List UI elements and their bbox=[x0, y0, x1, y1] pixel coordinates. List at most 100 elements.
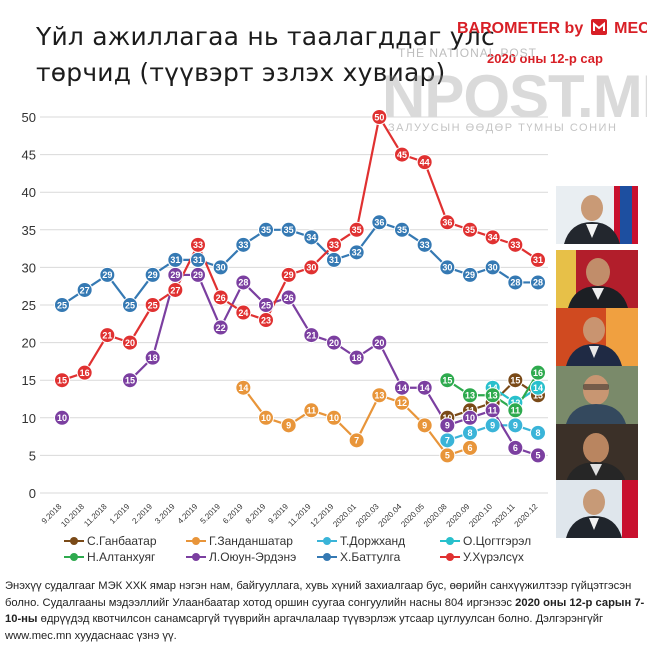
data-point bbox=[99, 266, 116, 283]
data-point bbox=[122, 372, 138, 389]
x-tick-label: 2020.12 bbox=[513, 502, 540, 529]
x-tick-label: 2020.03 bbox=[354, 502, 381, 529]
data-label: 29 bbox=[170, 270, 180, 280]
data-point bbox=[507, 372, 524, 389]
data-point bbox=[416, 236, 433, 253]
data-point bbox=[144, 297, 161, 313]
data-point bbox=[303, 259, 320, 276]
legend-label: Т.Доржханд bbox=[340, 534, 406, 548]
data-label: 21 bbox=[102, 330, 112, 340]
data-point bbox=[326, 409, 342, 426]
x-tick-label: 2.2019 bbox=[130, 502, 154, 526]
data-label: 9 bbox=[513, 421, 518, 431]
data-label: 15 bbox=[125, 376, 135, 386]
data-label: 9 bbox=[422, 421, 427, 431]
data-point bbox=[530, 251, 546, 268]
data-label: 14 bbox=[420, 383, 430, 393]
data-label: 18 bbox=[148, 353, 158, 363]
data-point bbox=[416, 154, 433, 171]
data-label: 8 bbox=[535, 428, 540, 438]
data-label: 22 bbox=[216, 323, 226, 333]
legend-label: Х.Баттулга bbox=[340, 550, 401, 564]
y-tick-label: 45 bbox=[22, 148, 36, 163]
data-label: 14 bbox=[533, 383, 543, 393]
data-label: 35 bbox=[352, 225, 362, 235]
x-tick-label: 8.2019 bbox=[244, 502, 268, 526]
data-point bbox=[416, 379, 433, 396]
data-label: 35 bbox=[284, 225, 294, 235]
data-label: 15 bbox=[57, 376, 67, 386]
data-label: 35 bbox=[465, 225, 475, 235]
data-label: 10 bbox=[329, 413, 339, 423]
y-tick-label: 35 bbox=[22, 223, 36, 238]
series-line bbox=[129, 273, 539, 457]
data-label: 33 bbox=[329, 240, 339, 250]
x-tick-label: 11.2019 bbox=[286, 502, 313, 529]
data-point bbox=[54, 409, 70, 426]
politician-photo-4 bbox=[556, 366, 638, 424]
data-point bbox=[507, 274, 524, 291]
data-label: 44 bbox=[420, 157, 430, 167]
legend-label: Г.Занданшатар bbox=[209, 534, 293, 548]
data-point bbox=[212, 319, 229, 336]
data-label: 15 bbox=[510, 376, 520, 386]
data-point bbox=[348, 244, 365, 261]
x-tick-label: 12.2019 bbox=[309, 502, 336, 529]
data-point bbox=[394, 146, 410, 163]
data-label: 20 bbox=[374, 338, 384, 348]
data-label: 36 bbox=[374, 218, 384, 228]
data-label: 30 bbox=[306, 263, 316, 273]
chart-title-line2: төрчид (түүвэрт эзлэх хувиар) bbox=[36, 58, 446, 87]
x-tick-label: 2020.11 bbox=[490, 502, 517, 529]
data-point bbox=[303, 327, 320, 344]
data-label: 10 bbox=[57, 413, 67, 423]
legend-item: О.Цогтгэрэл bbox=[440, 534, 531, 548]
watermark-top: THE NATIONAL POST bbox=[398, 46, 538, 60]
footer-text-2: өдрүүдэд квотчилсон санамсаргүй түүврийн… bbox=[5, 613, 604, 642]
y-tick-label: 25 bbox=[22, 298, 36, 313]
data-point bbox=[258, 409, 274, 426]
x-tick-label: 2020.09 bbox=[445, 502, 472, 529]
data-point bbox=[235, 304, 252, 321]
series-line bbox=[61, 115, 539, 382]
data-point bbox=[167, 251, 184, 268]
data-label: 13 bbox=[374, 391, 384, 401]
data-point bbox=[462, 266, 478, 283]
footer-note: Энэхүү судалгааг МЭК ХХК ямар нэгэн нам,… bbox=[5, 578, 645, 644]
data-label: 11 bbox=[511, 406, 521, 416]
legend-item: Л.Оюун-Эрдэнэ bbox=[186, 550, 296, 564]
data-point bbox=[190, 236, 206, 253]
legend-item: У.Хүрэлсүх bbox=[440, 550, 524, 564]
data-label: 30 bbox=[442, 263, 452, 273]
data-label: 31 bbox=[193, 255, 203, 265]
legend-label: С.Ганбаатар bbox=[87, 534, 157, 548]
data-label: 6 bbox=[513, 443, 518, 453]
legend-marker-icon bbox=[186, 537, 206, 545]
footer-text-1: Энэхүү судалгааг МЭК ХХК ямар нэгэн нам,… bbox=[5, 580, 632, 609]
legend-marker-icon bbox=[64, 537, 84, 545]
data-point bbox=[54, 297, 70, 313]
data-label: 11 bbox=[488, 406, 498, 416]
data-point bbox=[439, 372, 456, 389]
data-label: 21 bbox=[306, 330, 316, 340]
data-point bbox=[348, 221, 365, 238]
data-label: 33 bbox=[420, 240, 430, 250]
politician-photo-1 bbox=[556, 186, 638, 244]
data-label: 33 bbox=[238, 240, 248, 250]
brand-subtitle: 2020 оны 12-р сар bbox=[487, 51, 603, 66]
data-label: 8 bbox=[467, 428, 472, 438]
data-point bbox=[348, 349, 365, 366]
data-point bbox=[371, 334, 388, 351]
data-point bbox=[530, 274, 546, 291]
data-point bbox=[530, 364, 546, 381]
data-point bbox=[348, 432, 365, 449]
data-label: 23 bbox=[261, 315, 271, 325]
y-tick-label: 30 bbox=[22, 260, 36, 275]
data-point bbox=[212, 289, 229, 306]
data-label: 35 bbox=[261, 225, 271, 235]
data-label: 26 bbox=[216, 293, 226, 303]
legend-label: У.Хүрэлсүх bbox=[463, 550, 524, 564]
data-label: 5 bbox=[445, 451, 450, 461]
data-point bbox=[76, 281, 93, 298]
